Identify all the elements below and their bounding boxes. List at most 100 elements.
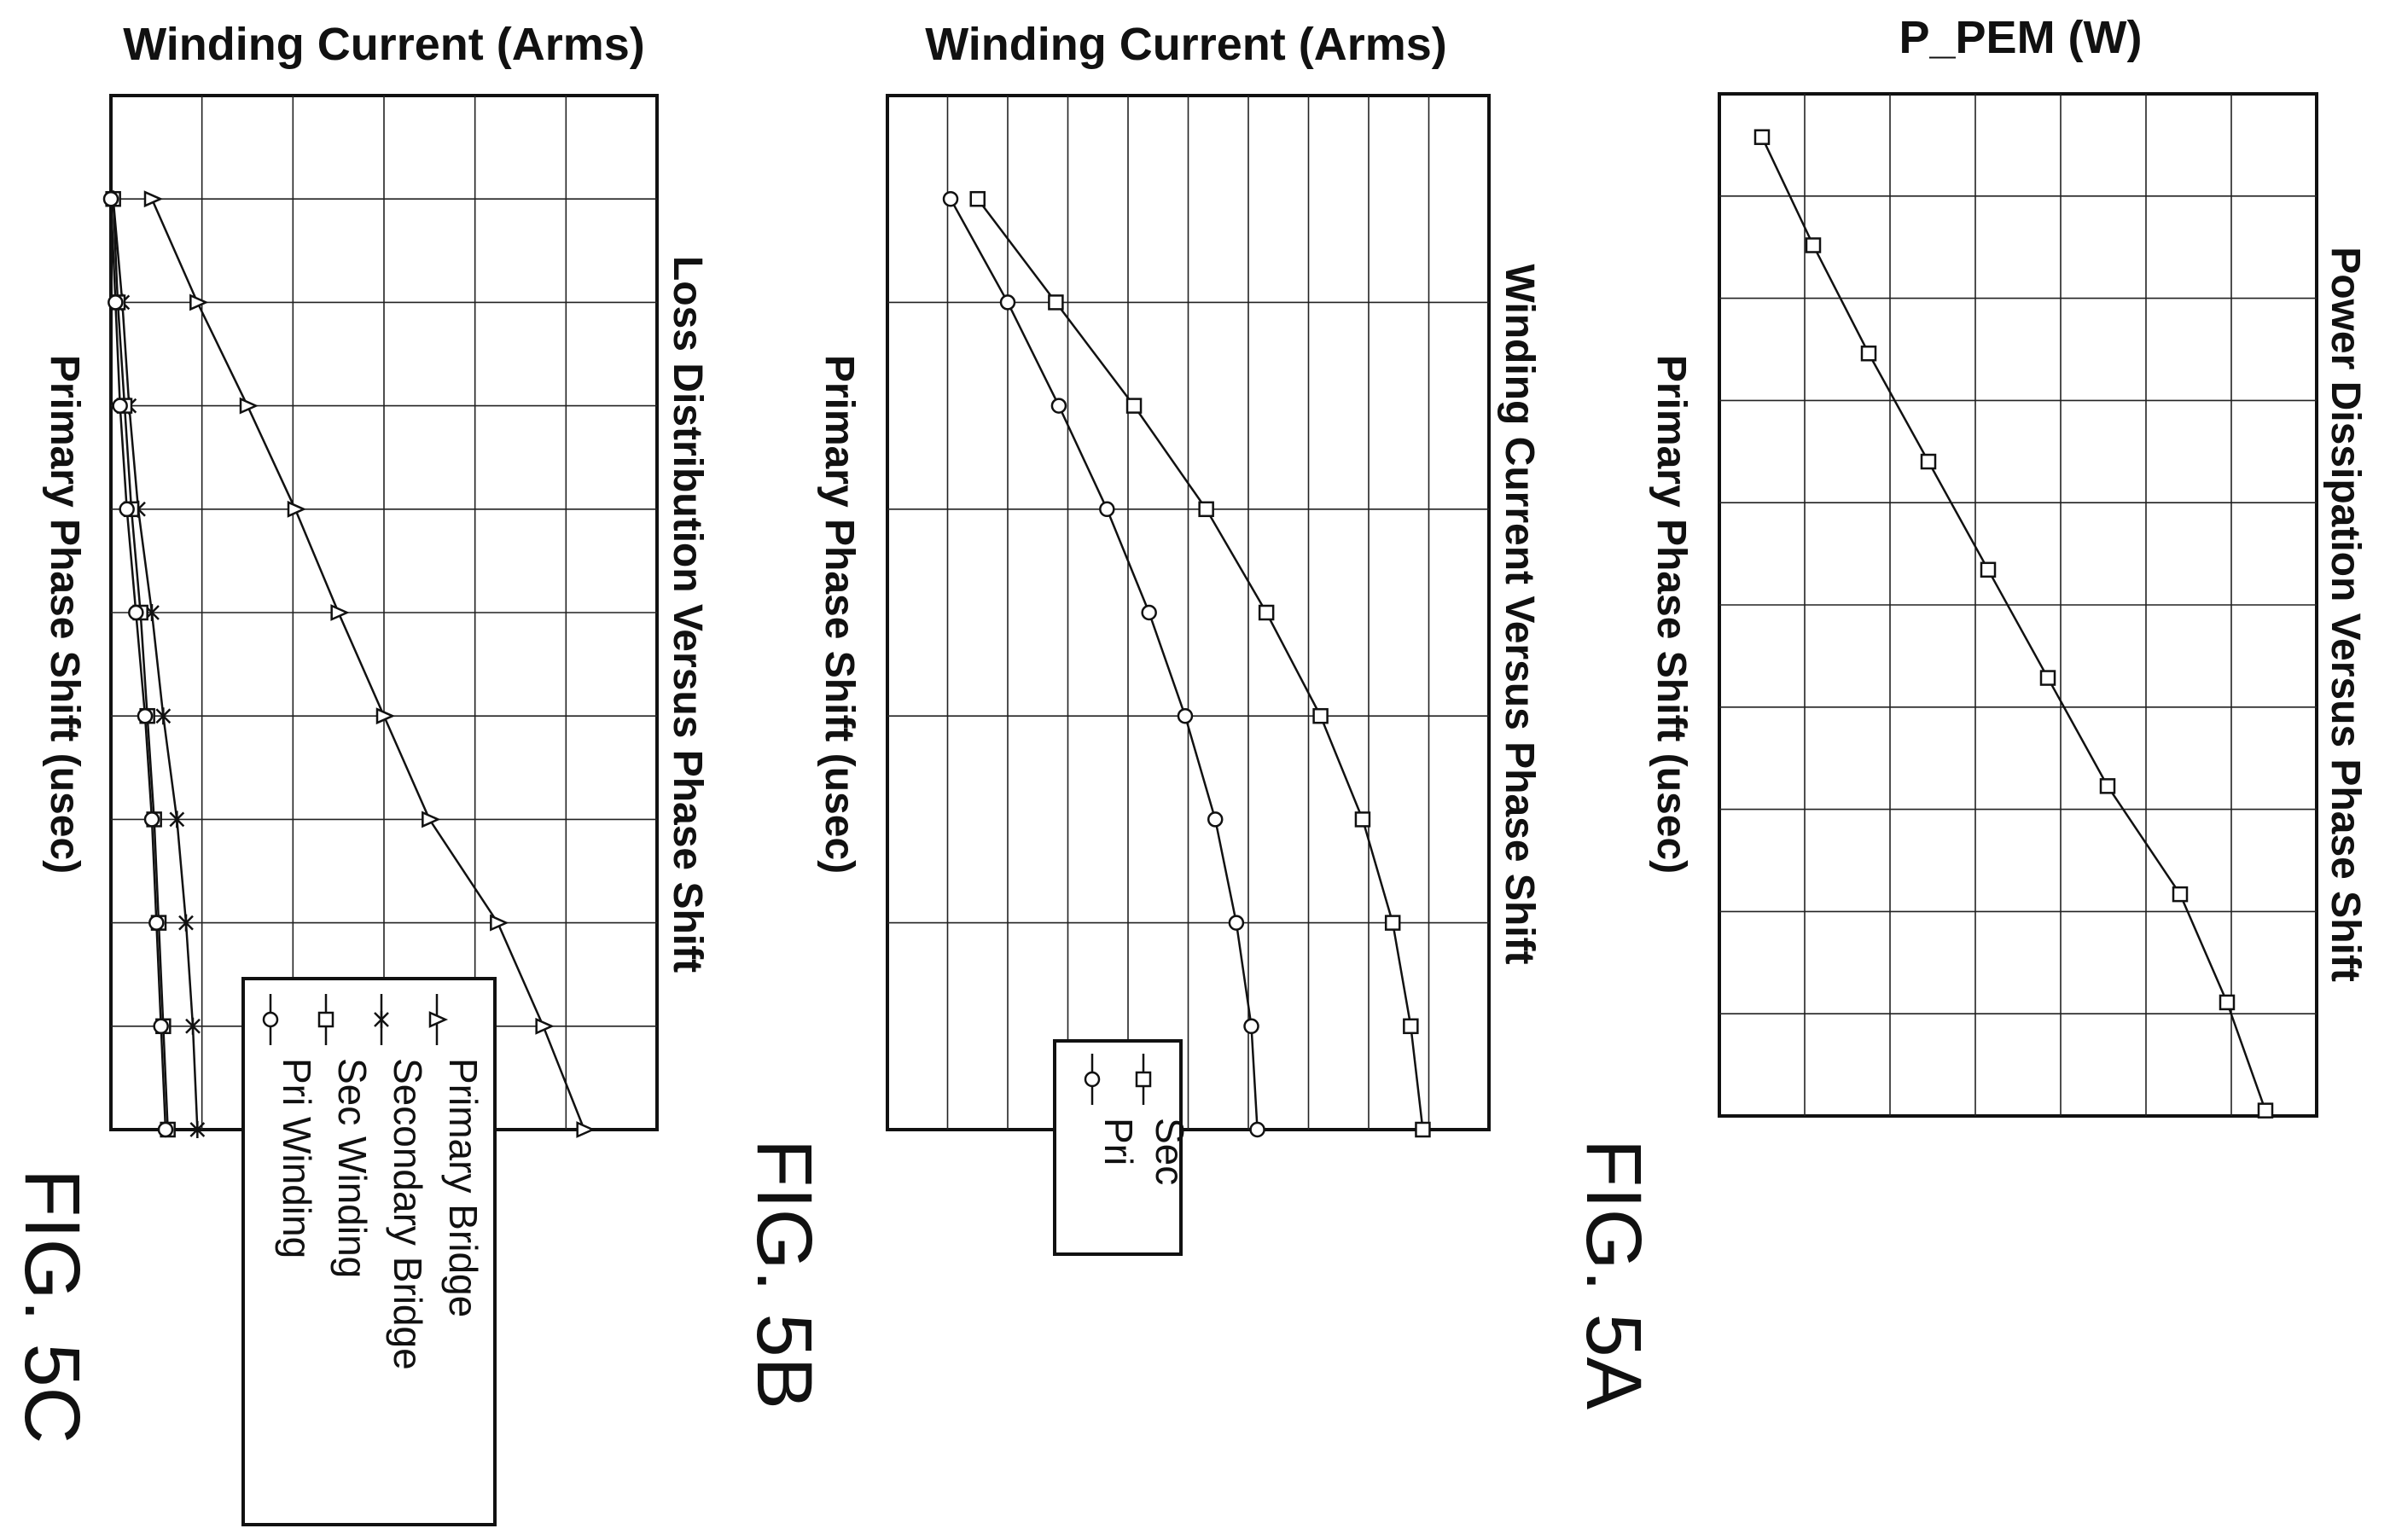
chart-5a-grid [1719,94,2317,1116]
figure-label-5c: FIG. 5C [9,1169,96,1444]
chart-5a-series-0-point [2257,1102,2274,1119]
chart-5a-series-0-point [2172,886,2189,903]
chart-5c-series-pri-winding-point [128,604,144,621]
chart-5a-series-group [1753,129,2274,1119]
chart-5b-series-pri-point [1177,707,1194,724]
chart-5b-legend-sec-label: Sec [1148,1118,1192,1185]
chart-5c-series-primary-bridge-point [239,397,259,415]
chart-5c-legend-primary-bridge-label: Primary Bridge [441,1058,486,1317]
chart-5c-series-primary-bridge-point [143,190,164,208]
chart-5b-series-pri-point [1141,604,1157,621]
chart-5a-series-0-point [1920,453,1937,470]
chart-5b-legend-box [1053,1039,1183,1256]
chart-5a-series-0-line [1760,137,2267,1112]
chart-5b-legend-sec-swatch-marker [1135,1071,1152,1088]
chart-5c-series-pri-winding-point [137,707,154,724]
chart-5a-series-0-point [1805,237,1822,253]
chart-5c-ylabel: Winding Current (Arms) [123,19,644,70]
chart-5c-series-pri-winding-point [119,501,135,518]
chart-5c-series-pri-winding-point [157,1121,174,1138]
chart-5b-series-sec-point [1415,1121,1431,1138]
chart-5c-series-primary-bridge-point [535,1017,555,1035]
chart-5b-series-sec-point [1354,811,1371,828]
chart-5c-series-primary-bridge-point [490,914,509,932]
chart-5c-series-primary-bridge-line [150,198,585,1130]
chart-5b-series-sec-point [1125,398,1143,414]
chart-5b-series-pri-point [1050,398,1067,414]
chart-5c-legend-sec-winding-swatch-marker [317,1011,334,1028]
chart-5c-series-pri-winding-point [102,190,119,207]
chart-5c-legend-pri-winding-swatch-marker [262,1011,279,1028]
chart-5c-legend-sec-winding-label: Sec Winding [330,1058,375,1278]
chart-5b-series-pri-point [1243,1018,1259,1035]
chart-5c-xlabel: Primary Phase Shift (usec) [42,355,87,874]
chart-5c-series-secondary-bridge-point [155,707,172,725]
chart-5b-series-sec-point [1403,1018,1419,1035]
chart-5c-series-pri-winding-point [143,811,160,828]
chart-5c-title: Loss Distribution Versus Phase Shift [665,256,710,973]
chart-panel-fig-5b: Winding Current (Arms) Winding Current V… [741,19,1542,1409]
chart-5b-series-sec-point [969,190,986,207]
chart-5c-legend-secondary-bridge-swatch-marker [374,1011,389,1028]
figure-label-5b: FIG. 5B [741,1139,828,1409]
chart-5b-legend-pri-label: Pri [1096,1118,1141,1165]
figure-label-5a: FIG. 5A [1570,1139,1657,1410]
chart-5a-series-0-point [2039,670,2056,686]
chart-5b-xlabel: Primary Phase Shift (usec) [817,355,862,874]
chart-5b-series-sec-point [1198,501,1214,518]
chart-5a-series-0-point [2099,778,2116,794]
chart-5c-series-pri-winding-point [112,398,128,414]
chart-5c-series-pri-winding-point [148,915,165,931]
chart-5b-title: Winding Current Versus Phase Shift [1497,264,1542,964]
chart-5b-series-sec-point [1048,294,1064,311]
chart-5c-legend-box [241,977,497,1526]
chart-5c-series-primary-bridge-point [330,604,350,621]
chart-5c-series-primary-bridge-point [287,500,307,518]
chart-5a-ylabel: P_PEM (W) [1899,12,2142,63]
chart-5a-series-0-point [1753,129,1771,145]
chart-5b-series-pri-point [942,190,959,207]
chart-5c-series-pri-winding-point [108,294,124,311]
chart-5a-xlabel: Primary Phase Shift (usec) [1649,355,1694,874]
chart-5b-legend-pri-swatch-marker [1084,1071,1101,1088]
chart-5c-legend-primary-bridge-swatch-marker [428,1011,449,1028]
chart-5a-title: Power Dissipation Versus Phase Shift [2323,247,2368,982]
chart-5c-series-group [102,190,596,1138]
chart-5c-series-primary-bridge-point [422,811,441,828]
chart-5c-legend-pri-winding-label: Pri Winding [275,1058,319,1258]
chart-5c-series-secondary-bridge-point [185,1017,201,1035]
chart-5b-series-pri-point [1228,915,1245,931]
chart-5c-series-primary-bridge-point [375,707,396,725]
chart-5b-series-pri-line [949,198,1259,1130]
chart-5b-series-pri-point [1207,811,1224,828]
chart-5c-series-sec-winding-line [112,199,169,1130]
chart-5a-series-0-point [1860,346,1877,362]
chart-5b-series-sec-line [976,198,1424,1130]
chart-5c-series-pri-winding-line [109,199,167,1130]
chart-5a-series-0-point [2219,994,2236,1011]
chart-5a-series-0-point [1980,561,1997,578]
chart-5c-series-primary-bridge-point [189,293,209,311]
chart-5b-series-sec-point [1384,915,1401,931]
chart-5b-series-group [942,190,1431,1138]
chart-5c-grid [111,96,657,1130]
chart-5b-series-sec-point [1312,707,1329,724]
chart-5b-ylabel: Winding Current (Arms) [925,19,1446,70]
chart-5c-series-pri-winding-point [153,1018,169,1035]
chart-panel-fig-5a: P_PEM (W) Power Dissipation Versus Phase… [1570,12,2368,1410]
chart-5c-legend-secondary-bridge-label: Secondary Bridge [386,1058,430,1370]
chart-5b-series-pri-point [1099,501,1115,518]
chart-5c-series-secondary-bridge-point [189,1121,206,1138]
chart-5c-series-secondary-bridge-line [112,199,199,1130]
chart-5c-series-primary-bridge-point [576,1121,596,1138]
chart-5c-series-secondary-bridge-point [178,914,194,932]
chart-5b-grid [887,96,1489,1130]
chart-5b-series-sec-point [1258,604,1275,621]
chart-5c-series-secondary-bridge-point [169,811,185,828]
chart-5b-series-pri-point [1249,1121,1265,1138]
chart-panel-fig-5c: Winding Current (Arms) Loss Distribution… [9,19,710,1526]
chart-5b-series-pri-point [999,294,1016,311]
